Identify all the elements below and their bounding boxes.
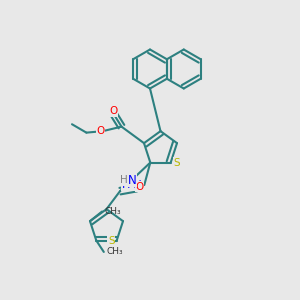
Text: H-N: H-N: [122, 180, 142, 190]
Text: H: H: [120, 175, 128, 185]
Text: CH₃: CH₃: [106, 248, 123, 256]
Text: O: O: [109, 106, 117, 116]
Text: O: O: [96, 126, 105, 136]
Text: S: S: [108, 236, 115, 245]
Text: N: N: [128, 174, 136, 187]
Text: O: O: [135, 182, 144, 192]
Text: CH₃: CH₃: [104, 207, 121, 216]
Text: S: S: [173, 158, 180, 167]
